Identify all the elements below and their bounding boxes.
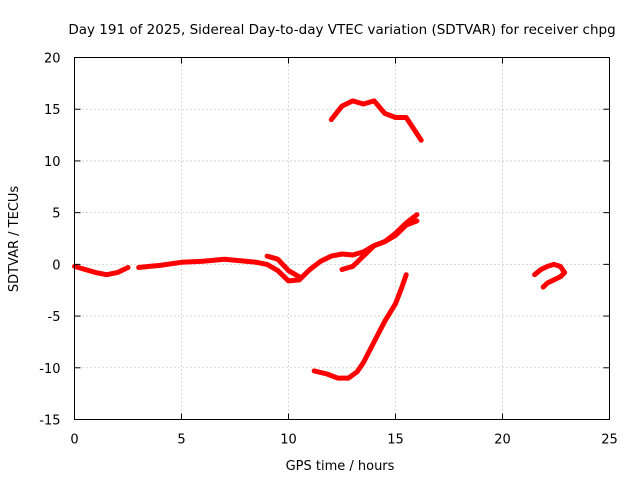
series-track-rise bbox=[339, 218, 420, 272]
series-track-main-upper bbox=[264, 253, 302, 280]
x-axis-label: GPS time / hours bbox=[286, 459, 395, 474]
y-tick-label: -10 bbox=[39, 362, 60, 377]
x-tick-label: 0 bbox=[70, 433, 78, 448]
y-axis-label: SDTVAR / TECUs bbox=[7, 186, 22, 293]
chart-title: Day 191 of 2025, Sidereal Day-to-day VTE… bbox=[68, 22, 615, 38]
y-tick-label: -15 bbox=[39, 414, 60, 429]
y-tick-label: 5 bbox=[52, 207, 60, 222]
grid-lines bbox=[74, 57, 610, 420]
series-track-lower bbox=[311, 272, 409, 381]
series-track-upper bbox=[328, 98, 424, 143]
axis-ticks: 0 5 10 15 20 25 -15 -10 -5 0 5 10 15 20 bbox=[39, 52, 618, 448]
x-tick-label: 20 bbox=[494, 433, 511, 448]
y-tick-label: 15 bbox=[44, 103, 61, 118]
plot-frame bbox=[74, 57, 610, 420]
y-tick-label: 20 bbox=[44, 52, 61, 67]
y-tick-label: -5 bbox=[48, 310, 61, 325]
x-tick-label: 25 bbox=[601, 433, 618, 448]
data-series bbox=[72, 98, 568, 381]
series-track-main-early bbox=[72, 263, 131, 278]
series-track-late bbox=[532, 261, 568, 290]
x-tick-label: 15 bbox=[387, 433, 404, 448]
x-tick-label: 10 bbox=[280, 433, 297, 448]
y-tick-label: 10 bbox=[44, 155, 61, 170]
y-tick-label: 0 bbox=[52, 258, 60, 273]
x-tick-label: 5 bbox=[177, 433, 185, 448]
